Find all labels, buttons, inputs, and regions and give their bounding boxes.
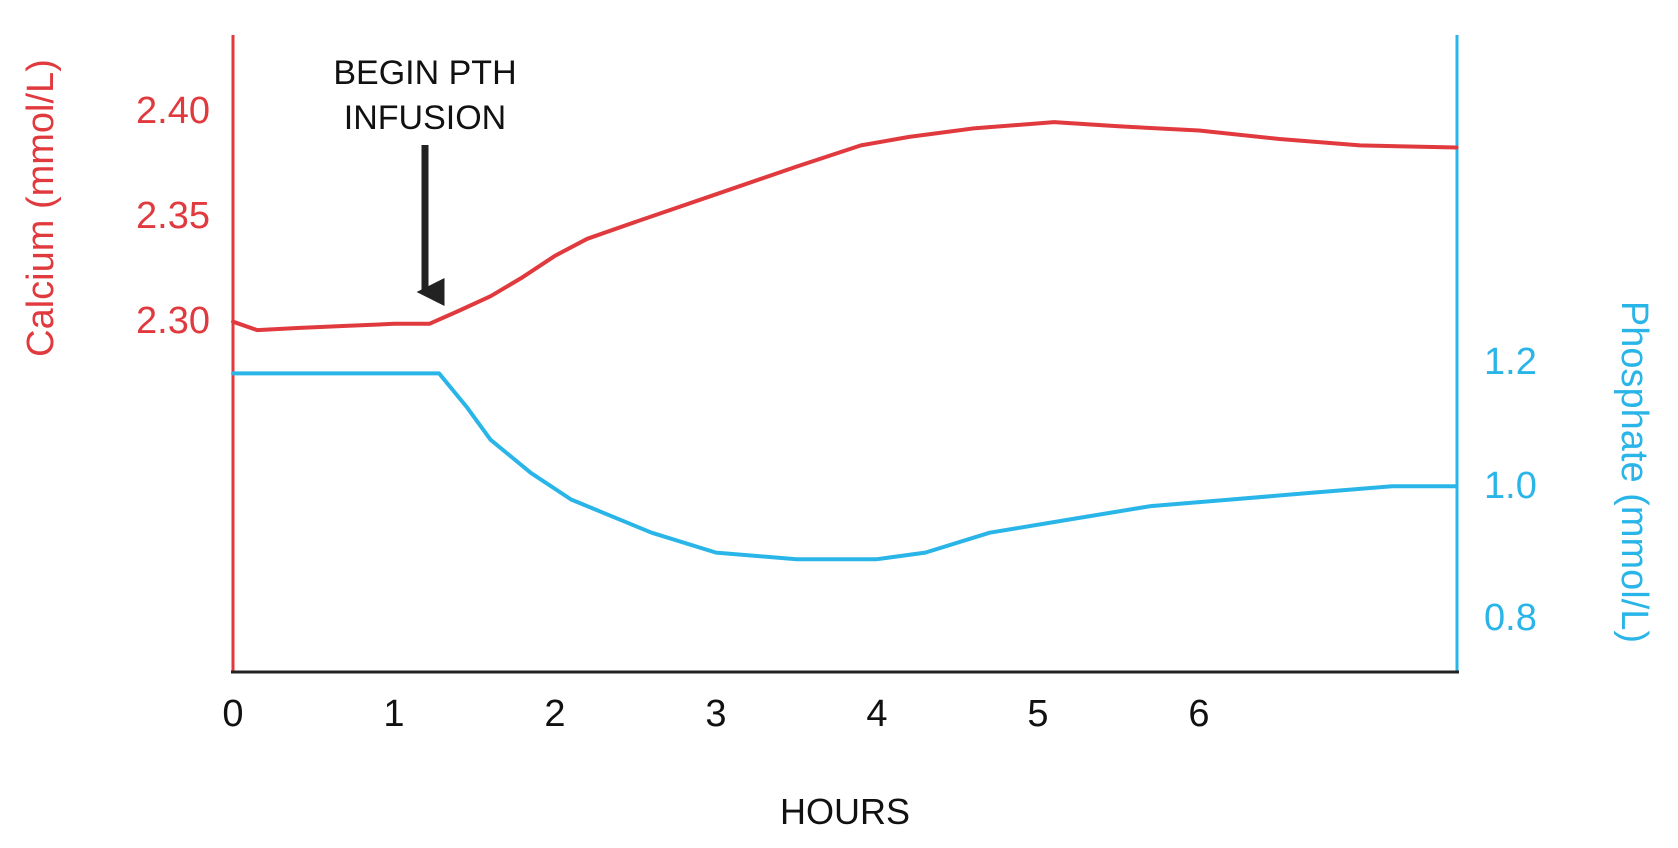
calcium-axis-title: Calcium (mmol/L)	[20, 59, 62, 357]
annotation-line-1: BEGIN PTH	[333, 54, 516, 92]
x-tick-labels: 0 1 2 3 4 5 6	[222, 693, 1209, 735]
x-tick-6: 6	[1188, 693, 1209, 735]
x-tick-1: 1	[383, 693, 404, 735]
x-tick-2: 2	[544, 693, 565, 735]
phosphate-tick-1-0: 1.0	[1484, 465, 1537, 507]
phosphate-tick-1-2: 1.2	[1484, 341, 1537, 383]
phosphate-axis-title: Phosphate (mmol/L)	[1613, 301, 1655, 643]
phosphate-tick-0-8: 0.8	[1484, 597, 1537, 639]
x-tick-0: 0	[222, 693, 243, 735]
calcium-tick-labels: 2.40 2.35 2.30	[136, 90, 210, 342]
x-tick-4: 4	[866, 693, 887, 735]
x-axis-title: HOURS	[780, 791, 910, 832]
annotation-line-2: INFUSION	[344, 99, 506, 137]
phosphate-tick-labels: 1.2 1.0 0.8	[1484, 341, 1537, 639]
calcium-series-line	[231, 120, 1459, 333]
calcium-tick-2-40: 2.40	[136, 90, 210, 132]
x-tick-3: 3	[705, 693, 726, 735]
phosphate-series-line	[231, 371, 1459, 562]
calcium-tick-2-30: 2.30	[136, 300, 210, 342]
x-tick-5: 5	[1027, 693, 1048, 735]
calcium-tick-2-35: 2.35	[136, 195, 210, 237]
